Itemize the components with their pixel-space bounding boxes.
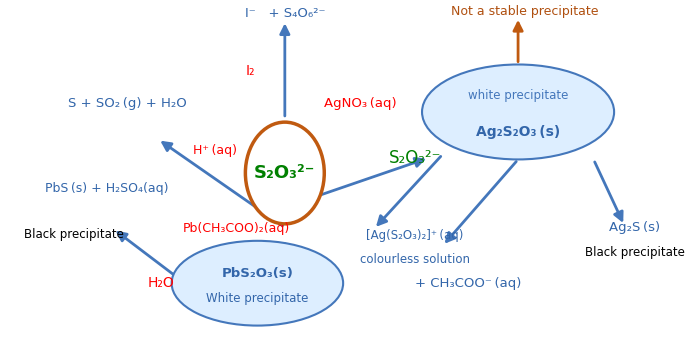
Text: colourless solution: colourless solution [360,253,470,266]
Text: PbS₂O₃(s): PbS₂O₃(s) [221,266,293,280]
Text: Black precipitate: Black precipitate [584,246,685,259]
Text: H₂O: H₂O [148,276,175,290]
Text: AgNO₃ (aq): AgNO₃ (aq) [324,97,397,110]
Text: + CH₃COO⁻ (aq): + CH₃COO⁻ (aq) [415,277,522,290]
Text: [Ag(S₂O₃)₂]⁺ (aq): [Ag(S₂O₃)₂]⁺ (aq) [367,229,464,242]
Ellipse shape [422,64,614,160]
Text: White precipitate: White precipitate [206,292,309,305]
Text: S₂O₃²⁻: S₂O₃²⁻ [389,149,442,167]
Text: Pb(CH₃COO)₂(aq): Pb(CH₃COO)₂(aq) [183,222,290,235]
Text: Black precipitate: Black precipitate [24,228,124,240]
Text: white precipitate: white precipitate [468,89,568,101]
Text: H⁺ (aq): H⁺ (aq) [193,145,237,157]
Ellipse shape [172,241,343,326]
Text: S + SO₂ (g) + H₂O: S + SO₂ (g) + H₂O [68,97,186,110]
Text: PbS (s) + H₂SO₄(aq): PbS (s) + H₂SO₄(aq) [45,182,168,195]
Text: Ag₂S₂O₃ (s): Ag₂S₂O₃ (s) [476,125,560,139]
Text: S₂O₃²⁻: S₂O₃²⁻ [254,164,316,182]
Text: I⁻   + S₄O₆²⁻: I⁻ + S₄O₆²⁻ [244,7,325,20]
Text: Ag₂S (s): Ag₂S (s) [609,221,660,234]
Ellipse shape [246,122,324,224]
Text: I₂: I₂ [246,64,256,78]
Text: Not a stable precipitate: Not a stable precipitate [452,5,598,18]
